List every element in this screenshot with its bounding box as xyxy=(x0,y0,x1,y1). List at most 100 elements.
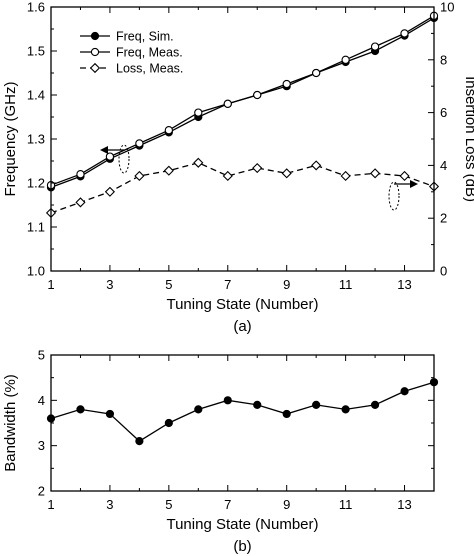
x-tick-label: 5 xyxy=(165,277,172,292)
data-point-series xyxy=(76,405,85,414)
data-point-loss-meas xyxy=(252,162,263,174)
x-tick-label: 1 xyxy=(47,277,54,292)
series-line-loss-meas xyxy=(50,162,435,214)
data-point-loss-meas xyxy=(134,170,145,182)
data-point-series xyxy=(253,400,262,409)
x-tick-label: 7 xyxy=(224,497,231,512)
panel-a-caption: (a) xyxy=(233,318,251,335)
data-point-loss-meas xyxy=(369,168,381,179)
data-point-freq-meas xyxy=(253,90,262,100)
data-point-series xyxy=(164,418,173,428)
data-point-series xyxy=(282,409,291,419)
panel-b-caption: (b) xyxy=(233,538,251,555)
data-point-freq-meas xyxy=(164,126,173,135)
x-tick-label: 13 xyxy=(397,497,411,512)
data-point-series xyxy=(312,400,321,409)
panel-a-series xyxy=(45,11,440,218)
y-tick-label: 1.3 xyxy=(27,132,45,147)
series-freq-sim xyxy=(46,13,439,192)
panel-b-x-axis-label: Tuning State (Number) xyxy=(166,516,318,533)
series-loss-meas xyxy=(45,157,440,218)
x-tick-label: 9 xyxy=(283,277,290,292)
data-point-freq-meas xyxy=(135,139,144,148)
data-point-loss-meas xyxy=(399,170,410,182)
x-tick-label: 5 xyxy=(165,497,172,512)
x-tick-label: 13 xyxy=(397,277,411,292)
legend-marker-freq-sim xyxy=(90,31,100,41)
panel-b-series xyxy=(46,378,439,446)
data-point-loss-meas xyxy=(222,170,233,182)
y2-tick-label: 2 xyxy=(440,211,447,226)
data-point-loss-meas xyxy=(281,168,292,179)
panel-a-legend: Freq, Sim. Freq, Meas. Loss, Meas. xyxy=(80,30,183,76)
data-point-freq-meas xyxy=(370,42,380,51)
legend-label-freq-meas: Freq, Meas. xyxy=(116,46,183,60)
legend-label-freq-sim: Freq, Sim. xyxy=(116,30,174,44)
data-point-loss-meas xyxy=(193,157,204,168)
y-tick-label: 5 xyxy=(38,348,45,363)
data-point-freq-meas xyxy=(312,68,321,78)
left-axis-arrowhead xyxy=(100,146,108,154)
legend-marker-freq-meas xyxy=(90,47,100,57)
data-point-freq-meas xyxy=(76,170,85,179)
panel-b-y-axis-label: Bandwidth (%) xyxy=(2,374,19,472)
y2-tick-label: 6 xyxy=(440,105,447,120)
y-tick-label: 2 xyxy=(38,484,45,499)
y-tick-label: 3 xyxy=(38,438,45,453)
data-point-freq-meas xyxy=(223,99,232,108)
series-series xyxy=(46,378,439,446)
x-tick-label: 9 xyxy=(283,497,290,512)
y2-tick-label: 0 xyxy=(440,264,447,279)
panel-a-x-axis-label: Tuning State (Number) xyxy=(166,296,318,313)
right-axis-indicator-ellipse xyxy=(388,181,400,211)
data-point-freq-meas xyxy=(341,55,350,64)
series-line-series xyxy=(50,381,435,442)
data-point-series xyxy=(370,400,380,409)
data-point-freq-meas xyxy=(282,79,291,89)
y-tick-label: 4 xyxy=(38,393,45,408)
series-line-freq-meas xyxy=(50,15,435,186)
x-tick-label: 7 xyxy=(224,277,231,292)
data-point-loss-meas xyxy=(104,186,116,197)
data-point-loss-meas xyxy=(75,197,86,208)
y-tick-label: 1.6 xyxy=(27,0,45,15)
panel-a-y2-axis-label: Insertion Loss (dB) xyxy=(462,76,474,202)
x-tick-label: 11 xyxy=(339,497,353,512)
x-tick-label: 11 xyxy=(339,277,353,292)
y2-tick-label: 4 xyxy=(440,158,447,173)
y-tick-label: 1.5 xyxy=(27,44,45,59)
y-tick-label: 1.0 xyxy=(27,264,45,279)
x-tick-label: 3 xyxy=(106,277,113,292)
data-point-series xyxy=(341,405,350,414)
legend-label-loss-meas: Loss, Meas. xyxy=(116,62,183,76)
panel-a-y-axis-label: Frequency (GHz) xyxy=(2,81,19,196)
legend-marker-loss-meas xyxy=(89,62,101,74)
series-freq-meas xyxy=(46,11,439,190)
y-tick-label: 1.2 xyxy=(27,176,45,191)
left-axis-indicator-ellipse xyxy=(118,144,130,174)
data-point-freq-meas xyxy=(400,29,409,38)
y-tick-label: 1.4 xyxy=(27,88,45,103)
x-tick-label: 1 xyxy=(47,497,54,512)
data-point-series xyxy=(194,405,203,414)
panel-b-frame xyxy=(50,354,435,492)
y2-tick-label: 8 xyxy=(440,52,447,67)
data-point-freq-meas xyxy=(194,108,203,117)
data-point-freq-meas xyxy=(105,152,115,161)
y-tick-label: 1.1 xyxy=(27,220,45,235)
data-point-loss-meas xyxy=(311,160,322,171)
data-point-series xyxy=(135,437,144,446)
data-point-series xyxy=(223,396,232,405)
y2-tick-label: 10 xyxy=(440,0,454,15)
data-point-series xyxy=(400,387,409,396)
data-point-loss-meas xyxy=(163,165,174,176)
right-axis-arrowhead xyxy=(410,180,418,188)
x-tick-label: 3 xyxy=(106,497,113,512)
data-point-loss-meas xyxy=(340,170,351,182)
panel-a-axis-indicators xyxy=(100,144,418,211)
